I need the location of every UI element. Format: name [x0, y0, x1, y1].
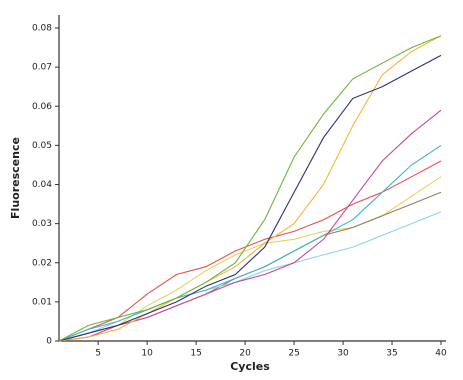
x-tick-label: 10 [141, 349, 153, 359]
y-tick-label: 0 [46, 337, 52, 347]
y-tick-label: 0.05 [32, 141, 52, 151]
data-line [58, 35, 442, 342]
y-tick-label: 0.02 [32, 258, 52, 268]
y-tick-label: 0.07 [32, 63, 52, 73]
data-line [58, 176, 442, 342]
y-tick-label: 0.06 [32, 102, 52, 112]
y-tick-label: 0.03 [32, 219, 52, 229]
data-line [58, 144, 442, 342]
x-tick-label: 15 [190, 349, 201, 359]
y-axis-title: Fluorescence [9, 137, 22, 219]
x-tick-label: 30 [337, 349, 349, 359]
y-tick-label: 0.04 [32, 180, 52, 190]
x-tick-label: 20 [239, 349, 251, 359]
x-tick-label: 25 [288, 349, 299, 359]
x-axis-title: Cycles [230, 360, 270, 373]
data-line [58, 54, 442, 342]
y-tick-label: 0.01 [32, 297, 52, 307]
x-tick-label: 5 [95, 349, 101, 359]
data-line [58, 35, 442, 342]
x-tick-label: 40 [435, 349, 447, 359]
data-line [58, 109, 442, 342]
x-tick-label: 35 [386, 349, 397, 359]
data-line [58, 160, 442, 342]
y-tick-label: 0.08 [32, 24, 52, 34]
